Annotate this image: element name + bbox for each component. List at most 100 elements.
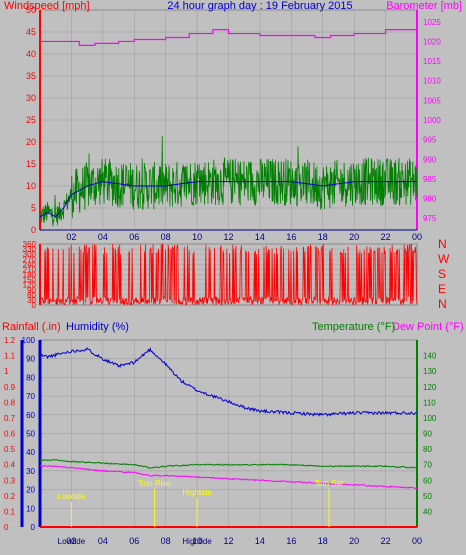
x-tick-label: 22 xyxy=(381,536,391,546)
chart-title: 24 hour graph day : 19 February 2015 xyxy=(167,0,352,12)
event-marker-label: Sun Set xyxy=(315,479,344,488)
x-tick-label: 16 xyxy=(286,536,296,546)
temperature-tick-label: 100 xyxy=(423,414,437,423)
barometer-tick-label: 975 xyxy=(423,214,437,223)
temperature-tick-label: 110 xyxy=(423,398,436,407)
wind-tick-label: 30 xyxy=(26,93,36,103)
temperature-tick-label: 120 xyxy=(423,383,437,392)
temperature-tick-label: 70 xyxy=(423,461,432,470)
wind-tick-label: 45 xyxy=(26,27,36,37)
temperature-tick-label: 80 xyxy=(423,445,432,454)
barometer-tick-label: 1025 xyxy=(423,18,441,27)
x-tick-label: 22 xyxy=(381,232,391,242)
wind-tick-label: 0 xyxy=(31,225,36,235)
rainfall-axis-title: Rainfall (.in) xyxy=(2,321,61,333)
wind-tick-label: 50 xyxy=(26,5,36,15)
barometer-tick-label: 985 xyxy=(423,175,437,184)
x-tick-label: 18 xyxy=(318,536,328,546)
x-tick-label: 02 xyxy=(66,536,76,546)
humidity-tick-label: 80 xyxy=(26,373,35,382)
direction-tick-label: 180 xyxy=(23,271,37,280)
humidity-axis-title: Humidity (%) xyxy=(66,321,129,333)
rainfall-tick-label: 0.4 xyxy=(4,461,16,470)
rainfall-tick-label: 1.1 xyxy=(4,352,16,361)
humidity-tick-label: 20 xyxy=(26,486,35,495)
barometer-tick-label: 980 xyxy=(423,195,437,204)
x-tick-label: 20 xyxy=(349,536,359,546)
event-marker-label: Lowtide xyxy=(58,492,86,501)
humidity-tick-label: 10 xyxy=(26,504,35,513)
direction-tick-label: 150 xyxy=(23,276,37,285)
wind-tick-label: 10 xyxy=(26,181,36,191)
x-tick-label: 04 xyxy=(98,232,108,242)
x-tick-label: 10 xyxy=(192,536,202,546)
event-marker-label: Hightide xyxy=(182,488,212,497)
rainfall-tick-label: 0.8 xyxy=(4,398,16,407)
temperature-tick-label: 130 xyxy=(423,367,437,376)
direction-tick-label: 60 xyxy=(27,291,36,300)
event-x-label: Lowtide xyxy=(58,537,86,546)
direction-tick-label: 90 xyxy=(27,286,36,295)
direction-tick-label: 270 xyxy=(23,255,37,264)
humidity-tick-label: 40 xyxy=(26,448,35,457)
direction-tick-label: 0 xyxy=(32,301,37,310)
temperature-tick-label: 140 xyxy=(423,352,437,361)
direction-tick-label: 210 xyxy=(23,265,37,274)
x-tick-label: 06 xyxy=(129,536,139,546)
rainfall-tick-label: 0 xyxy=(4,523,9,532)
rainfall-tick-label: 0.6 xyxy=(4,430,16,439)
rainfall-tick-label: 0.7 xyxy=(4,414,16,423)
humidity-tick-label: 90 xyxy=(26,355,35,364)
rainfall-tick-label: 1.2 xyxy=(4,336,16,345)
humidity-tick-label: 0 xyxy=(31,523,36,532)
x-tick-label: 20 xyxy=(349,232,359,242)
wind-average-series xyxy=(39,181,417,218)
x-tick-label: 04 xyxy=(98,536,108,546)
x-tick-label: 16 xyxy=(286,232,296,242)
x-tick-label: 12 xyxy=(223,536,233,546)
direction-tick-label: 360 xyxy=(23,240,37,249)
barometer-tick-label: 990 xyxy=(423,155,437,164)
direction-tick-label: 330 xyxy=(23,245,37,254)
x-tick-label: 06 xyxy=(129,232,139,242)
humidity-tick-label: 50 xyxy=(26,430,35,439)
wind-axis-title: Windspeed [mph] xyxy=(4,0,90,12)
x-tick-label: 00 xyxy=(412,536,422,546)
direction-tick-label: 300 xyxy=(23,250,37,259)
temperature-axis-title: Temperature (°F) xyxy=(312,321,395,333)
wind-direction-series xyxy=(39,242,418,307)
rainfall-tick-label: 0.9 xyxy=(4,383,16,392)
wind-tick-label: 15 xyxy=(26,159,36,169)
humidity-series xyxy=(39,347,418,417)
compass-label: E xyxy=(438,282,446,296)
event-marker-label: Sun Rise xyxy=(138,479,171,488)
barometer-tick-label: 1010 xyxy=(423,77,441,86)
wind-tick-label: 20 xyxy=(26,137,36,147)
barometer-tick-label: 1015 xyxy=(423,57,441,66)
x-tick-label: 12 xyxy=(223,232,233,242)
x-tick-label: 08 xyxy=(161,536,171,546)
x-tick-label: 14 xyxy=(255,232,265,242)
direction-tick-label: 30 xyxy=(27,296,36,305)
rainfall-tick-label: 0.2 xyxy=(4,492,16,501)
barometer-series xyxy=(40,29,417,46)
temperature-tick-label: 40 xyxy=(423,507,432,516)
direction-tick-label: 120 xyxy=(23,281,37,290)
humidity-tick-label: 70 xyxy=(26,392,35,401)
compass-label: S xyxy=(438,267,446,281)
windspeed-series xyxy=(39,135,418,227)
x-tick-label: 18 xyxy=(318,232,328,242)
wind-tick-label: 5 xyxy=(31,203,36,213)
temperature-tick-label: 90 xyxy=(423,430,432,439)
x-tick-label: 14 xyxy=(255,536,265,546)
barometer-tick-label: 1000 xyxy=(423,116,441,125)
dew-point-series xyxy=(39,465,418,490)
compass-label: W xyxy=(438,252,450,266)
direction-tick-label: 240 xyxy=(23,260,37,269)
humidity-tick-label: 100 xyxy=(22,336,36,345)
temperature-tick-label: 60 xyxy=(423,476,432,485)
barometer-axis-title: Barometer [mb] xyxy=(386,0,462,12)
temperature-series xyxy=(39,459,418,469)
rainfall-tick-label: 1 xyxy=(4,367,9,376)
